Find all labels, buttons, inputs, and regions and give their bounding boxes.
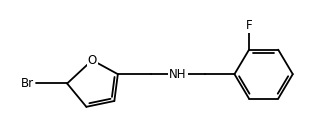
Text: NH: NH xyxy=(169,68,187,81)
Text: F: F xyxy=(246,19,252,32)
Text: O: O xyxy=(88,54,97,67)
Text: Br: Br xyxy=(21,77,35,90)
